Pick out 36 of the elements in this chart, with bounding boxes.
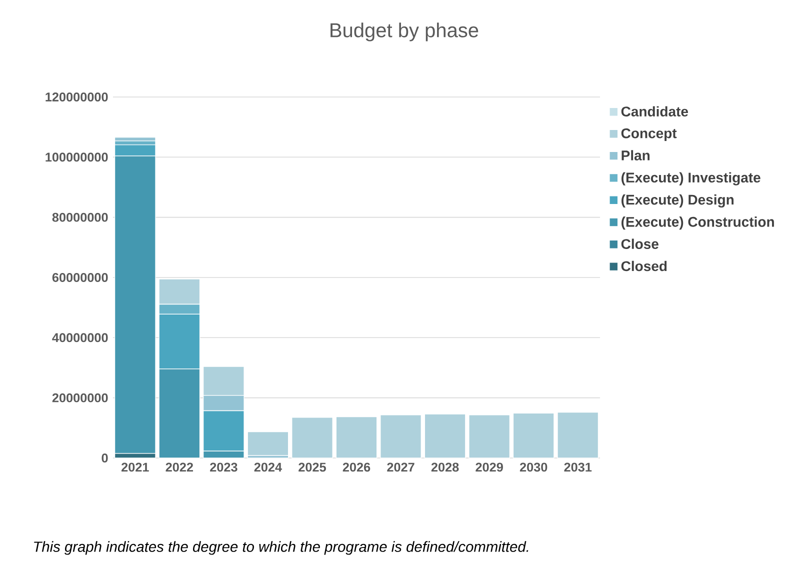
y-tick-label: 20000000	[52, 393, 108, 402]
y-tick-label: 60000000	[52, 273, 108, 282]
x-tick-label: 2027	[387, 462, 414, 472]
x-tick-label: 2031	[564, 462, 592, 472]
x-tick-label: 2024	[254, 462, 282, 472]
legend-label: (Execute) Investigate	[622, 172, 760, 186]
x-tick-label: 2021	[121, 462, 149, 472]
bar	[380, 414, 422, 458]
bar	[468, 414, 510, 458]
x-tick-label: 2029	[476, 462, 503, 472]
x-tick-label: 2023	[210, 462, 238, 472]
text: This graph indicates the degree to which the programe is defined/committed.	[34, 541, 528, 555]
bar	[247, 431, 289, 456]
y-tick-label: 40000000	[52, 333, 108, 342]
legend-label: (Execute) Design	[622, 194, 734, 208]
legend-label: Close	[621, 238, 658, 249]
legend-label: Concept	[621, 128, 677, 142]
x-tick-label: 2028	[431, 462, 459, 472]
chart-title: Budget by phase	[330, 22, 478, 42]
bar	[424, 414, 466, 458]
y-tick-label: 120000000	[46, 92, 108, 102]
bar	[336, 416, 378, 458]
legend-label: (Execute) Construction	[622, 216, 774, 230]
x-tick-label: 2030	[520, 462, 548, 472]
y-tick-label: 0	[102, 454, 108, 462]
legend-label: Closed	[621, 260, 667, 272]
y-tick-label: 100000000	[46, 152, 108, 162]
x-tick-label: 2026	[342, 462, 370, 472]
legend-label: Plan	[622, 150, 650, 160]
bar	[557, 412, 599, 458]
bar	[292, 417, 333, 458]
x-tick-label: 2025	[298, 462, 326, 472]
y-tick-label: 80000000	[52, 212, 108, 222]
legend-label: Candidate	[621, 106, 688, 116]
bar	[512, 412, 554, 458]
x-tick-label: 2022	[166, 462, 193, 472]
